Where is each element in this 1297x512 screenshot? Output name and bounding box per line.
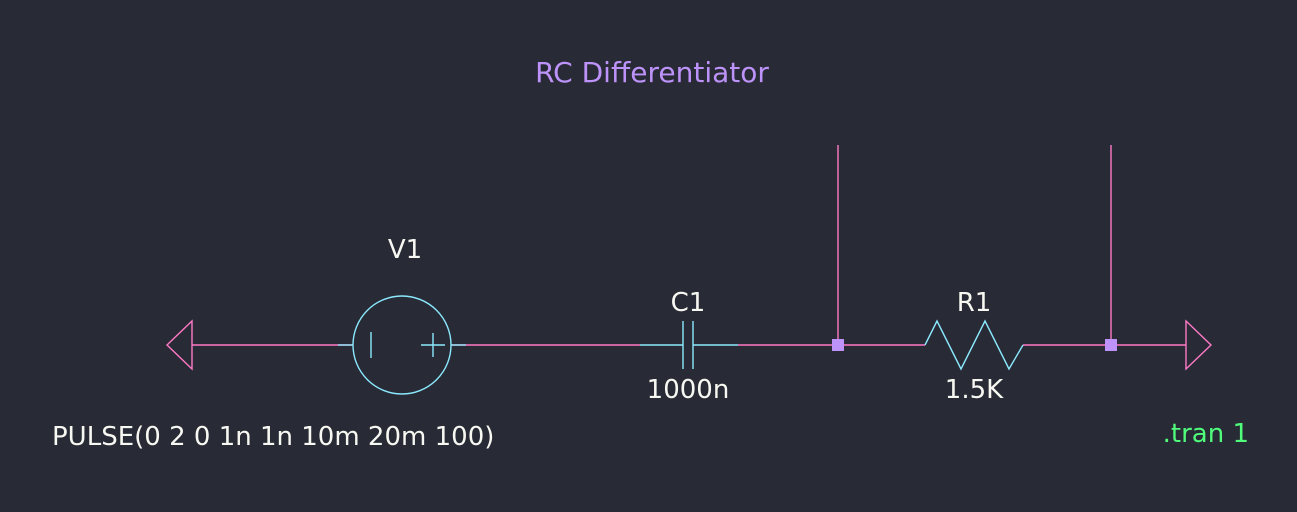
voltage-source-v1[interactable] [338,295,466,395]
right-ground-symbol[interactable] [1185,319,1213,371]
source-ref-label: V1 [388,235,422,265]
resistor-r1[interactable] [924,319,1024,371]
capacitor-value-label: 1000n [647,375,730,405]
capacitor-ref-label: C1 [671,288,706,318]
schematic-title: RC Differentiator [535,56,769,89]
resistor-ref-label: R1 [957,288,992,318]
junction-node2[interactable] [1105,339,1117,351]
spice-directive[interactable]: .tran 1 [1163,419,1249,449]
left-ground-symbol[interactable] [165,319,193,371]
resistor-value-label: 1.5K [945,375,1004,405]
wires [192,145,1186,346]
capacitor-c1[interactable] [640,321,738,369]
source-value-label: PULSE(0 2 0 1n 1n 10m 20m 100) [52,422,494,452]
source-body [352,295,452,395]
junction-node1[interactable] [832,339,844,351]
